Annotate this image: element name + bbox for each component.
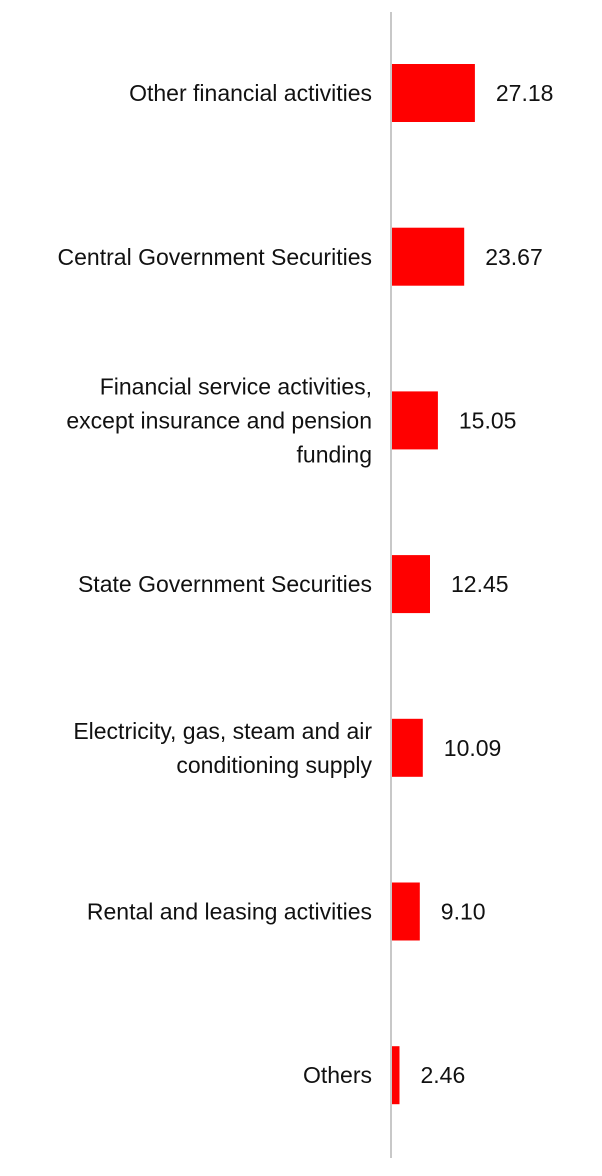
category-label-2: Financial service activities, except insu… [66, 373, 372, 467]
category-label-line: Electricity, gas, steam and air [73, 718, 372, 744]
category-label-6: Others [303, 1062, 372, 1088]
value-labels-layer: 27.18 23.67 15.05 12.45 10.09 9.10 2.46 [421, 80, 554, 1088]
category-label-3: State Government Securities [78, 571, 372, 597]
bar-3 [392, 555, 430, 614]
value-label-4: 10.09 [444, 735, 502, 761]
bar-5 [392, 882, 420, 941]
bar-0 [392, 64, 475, 122]
bar-2 [392, 391, 438, 450]
value-label-5: 9.10 [441, 899, 486, 925]
value-label-2: 15.05 [459, 407, 517, 433]
category-label-0: Other financial activities [129, 80, 372, 106]
category-label-line: Rental and leasing activities [87, 899, 372, 925]
category-label-line: funding [297, 441, 372, 467]
bar-1 [392, 227, 465, 286]
category-label-line: Financial service activities, [100, 373, 372, 399]
category-label-line: Others [303, 1062, 372, 1088]
bar-4 [392, 718, 423, 777]
category-label-4: Electricity, gas, steam and air condition… [73, 718, 372, 778]
category-label-line: except insurance and pension [66, 407, 372, 433]
value-label-0: 27.18 [496, 80, 554, 106]
value-label-6: 2.46 [421, 1062, 466, 1088]
category-label-line: conditioning supply [176, 752, 372, 778]
value-label-3: 12.45 [451, 571, 509, 597]
category-label-5: Rental and leasing activities [87, 899, 372, 925]
value-label-1: 23.67 [485, 244, 543, 270]
category-label-1: Central Government Securities [58, 244, 372, 270]
bars-layer [392, 64, 475, 1105]
bar-6 [392, 1046, 400, 1105]
category-label-line: Other financial activities [129, 80, 372, 106]
category-label-line: State Government Securities [78, 571, 372, 597]
category-label-line: Central Government Securities [58, 244, 372, 270]
category-labels-layer: Other financial activities Central Govern… [58, 80, 373, 1088]
